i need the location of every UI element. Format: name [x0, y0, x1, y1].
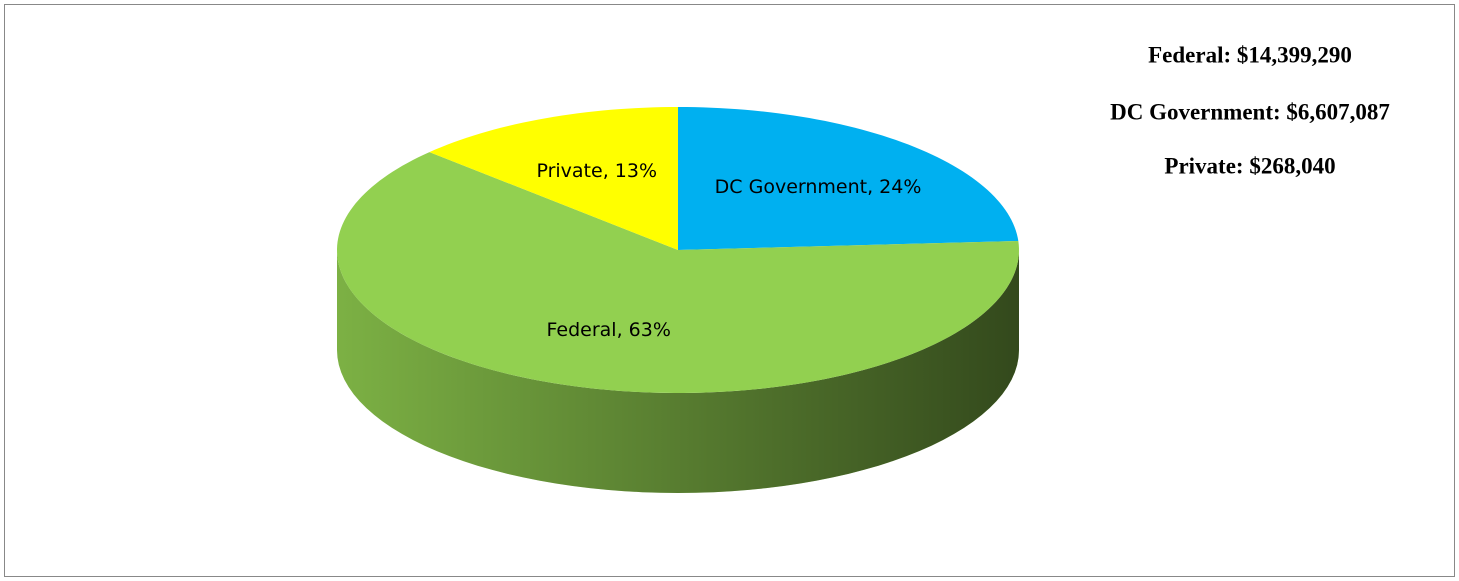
side-shade — [337, 250, 1019, 493]
annotation: Private: $268,040 — [1164, 153, 1335, 178]
pie-slice — [678, 107, 1019, 250]
pie: DC Government, 24% Federal, 63% Private, 1… — [337, 107, 1019, 493]
pie-slice — [337, 152, 1019, 393]
data-label: Private, 13% — [536, 160, 657, 182]
data-label: DC Government, 24% — [715, 176, 922, 198]
annotation: DC Government: $6,607,087 — [1110, 99, 1390, 124]
data-label: Federal, 63% — [547, 319, 671, 341]
pie-slice — [429, 107, 678, 250]
annotation: Federal: $14,399,290 — [1148, 42, 1352, 67]
